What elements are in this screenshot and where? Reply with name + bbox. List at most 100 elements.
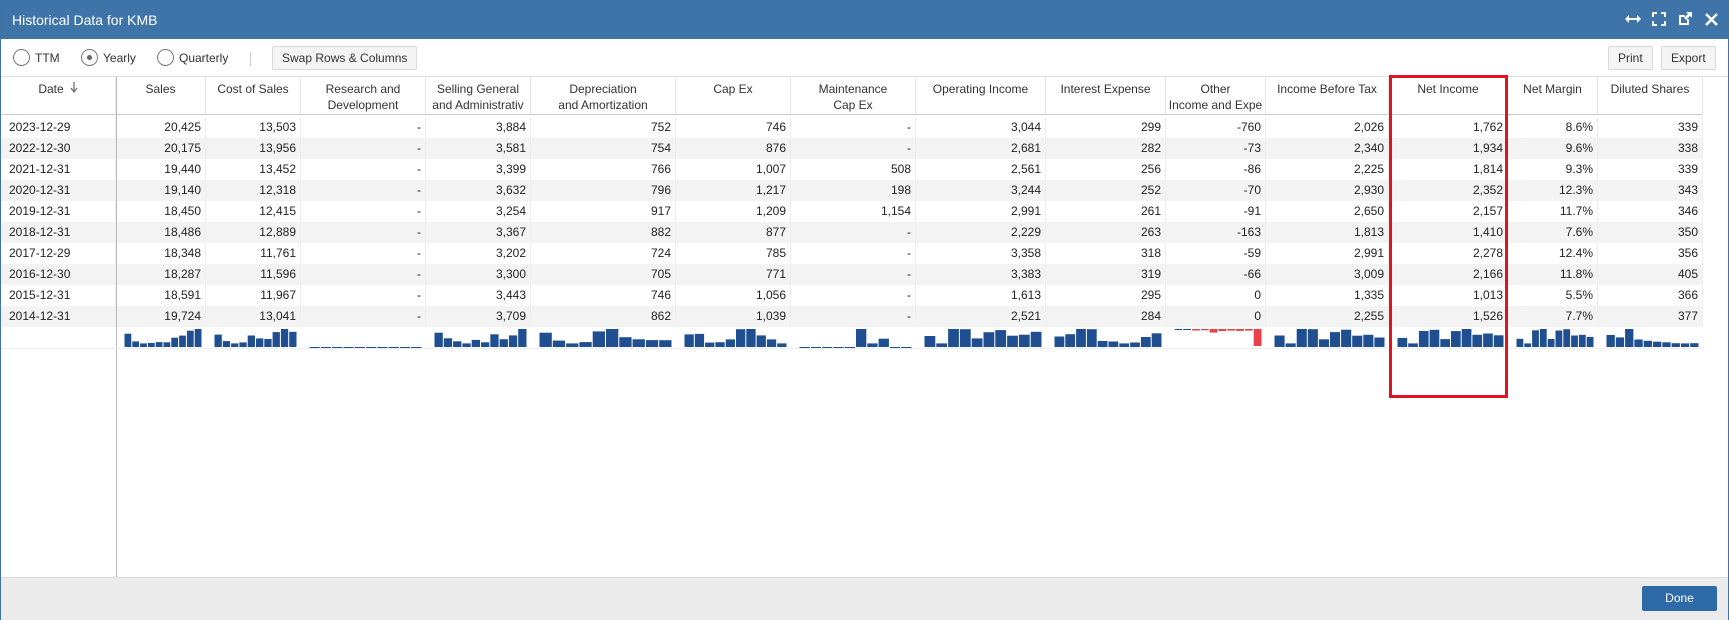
value-cell: 1,814	[1389, 159, 1508, 180]
table-row[interactable]: 2015-12-31 18,591 11,967-3,443 746 1,056-1,6…	[1, 285, 1703, 306]
table-row[interactable]: 2022-12-30 20,175 13,956-3,581 754 876-2,681…	[1, 138, 1703, 159]
quarterly-radio[interactable]: Quarterly	[157, 49, 228, 66]
value-cell: 2,930	[1266, 180, 1389, 201]
sparkline-bar	[901, 347, 912, 348]
sparkline-bar	[256, 338, 264, 347]
value-cell: 2,278	[1389, 243, 1508, 264]
value-cell: 9.6%	[1508, 138, 1598, 159]
fullscreen-icon[interactable]	[1650, 10, 1668, 28]
value-cell: -	[301, 285, 426, 306]
sparkline-bar	[1130, 342, 1140, 347]
header-date[interactable]: Date	[1, 77, 116, 115]
header-sales[interactable]: Sales	[116, 77, 206, 115]
sparkline-bar	[766, 339, 777, 347]
header-cost-of-sales[interactable]: Cost of Sales	[206, 77, 301, 115]
value-cell: 1,526	[1389, 306, 1508, 327]
close-icon[interactable]	[1702, 10, 1720, 28]
date-cell: 2023-12-29	[1, 117, 116, 138]
header-net-margin[interactable]: Net Margin	[1508, 77, 1598, 115]
sparkline-bar	[1274, 335, 1285, 347]
popout-icon[interactable]	[1676, 10, 1694, 28]
sparkline-bar	[186, 330, 194, 347]
value-cell: 3,202	[426, 243, 531, 264]
header-depreciation-and-amortization[interactable]: Depreciation and Amortization	[531, 77, 676, 115]
sparkline-bar	[481, 342, 490, 347]
table-row[interactable]: 2023-12-29 20,425 13,503-3,884 752 746-3,044…	[1, 117, 1703, 138]
yearly-label: Yearly	[103, 50, 136, 65]
header-line1: Research and	[325, 82, 401, 96]
date-cell: 2018-12-31	[1, 222, 116, 243]
header-other-income-and-expe[interactable]: Other Income and Expe	[1166, 77, 1266, 115]
sparkline-bar	[552, 340, 566, 347]
sort-down-icon[interactable]	[70, 81, 78, 97]
value-cell: 18,348	[116, 243, 206, 264]
export-button[interactable]: Export	[1661, 46, 1716, 70]
resize-horizontal-icon[interactable]	[1624, 10, 1642, 28]
print-button[interactable]: Print	[1608, 46, 1653, 70]
header-line1: Operating Income	[932, 82, 1029, 96]
header-research-and-development[interactable]: Research and Development	[301, 77, 426, 115]
header-interest-expense[interactable]: Interest Expense	[1046, 77, 1166, 115]
table-row[interactable]: 2017-12-29 18,348 11,761-3,202 724 785-3,358…	[1, 243, 1703, 264]
yearly-radio-circle[interactable]	[81, 49, 98, 66]
value-cell: -	[791, 243, 916, 264]
table-row[interactable]: 2016-12-30 18,287 11,596-3,300 705 771-3,383…	[1, 264, 1703, 285]
header-operating-income[interactable]: Operating Income	[916, 77, 1046, 115]
sparkline-bar	[471, 339, 480, 347]
ttm-radio[interactable]: TTM	[13, 49, 60, 66]
table-row[interactable]: 2018-12-31 18,486 12,889-3,367 882 877-2,229…	[1, 222, 1703, 243]
yearly-radio[interactable]: Yearly	[81, 49, 136, 66]
value-cell: 18,591	[116, 285, 206, 306]
value-cell: 876	[676, 138, 791, 159]
sparkline-net-income	[1397, 329, 1504, 347]
swap-rows-columns-button[interactable]: Swap Rows & Columns	[272, 46, 418, 70]
header-selling-general-and-administrativ[interactable]: Selling General and Administrativ	[426, 77, 531, 115]
sparkline-bar	[343, 347, 354, 348]
sparkline-bar	[948, 329, 959, 347]
sparkline-bar	[1680, 343, 1690, 347]
header-line1: Depreciation	[569, 82, 637, 96]
header-maintenance-cap-ex[interactable]: Maintenance Cap Ex	[791, 77, 916, 115]
done-button[interactable]: Done	[1642, 586, 1717, 611]
header-line1: Cost of Sales	[217, 82, 289, 96]
value-cell: 3,254	[426, 201, 531, 222]
sparkline-bar	[1018, 334, 1030, 347]
sparkline-bar	[222, 341, 231, 347]
sparkline-bar	[399, 347, 411, 348]
header-line2: Cap Ex	[833, 98, 873, 112]
quarterly-radio-circle[interactable]	[157, 49, 174, 66]
value-cell: 20,425	[116, 117, 206, 138]
value-cell: 2,991	[1266, 243, 1389, 264]
table-row[interactable]: 2020-12-31 19,140 12,318-3,632 796 1,217 198 3…	[1, 180, 1703, 201]
value-cell: 3,443	[426, 285, 531, 306]
sparkline-bar	[1440, 339, 1450, 347]
table-row[interactable]: 2021-12-31 19,440 13,452-3,399 766 1,007 508 2…	[1, 159, 1703, 180]
value-cell: 1,217	[676, 180, 791, 201]
date-column-divider	[116, 77, 117, 577]
sparkline-bar	[354, 347, 365, 348]
header-cap-ex[interactable]: Cap Ex	[676, 77, 791, 115]
sparkline-sales	[124, 329, 202, 347]
header-diluted-shares[interactable]: Diluted Shares	[1598, 77, 1703, 115]
value-cell: -70	[1166, 180, 1266, 201]
header-net-income[interactable]: Net Income	[1389, 77, 1508, 115]
quarterly-label: Quarterly	[179, 50, 229, 65]
table-row[interactable]: 2019-12-31 18,450 12,415-3,254 917 1,209 1,15…	[1, 201, 1703, 222]
ttm-radio-circle[interactable]	[13, 49, 30, 66]
value-cell: -	[301, 243, 426, 264]
sparkline-bar	[1643, 340, 1652, 347]
value-cell: -73	[1166, 138, 1266, 159]
value-cell: 1,813	[1266, 222, 1389, 243]
sparkline-bar	[1151, 333, 1162, 347]
sparkline-bar	[684, 334, 694, 347]
date-cell: 2020-12-31	[1, 180, 116, 201]
data-grid: Date Sales Cost of Sales Research and Develo…	[1, 77, 1728, 577]
sparkline-bar	[1571, 335, 1578, 347]
table-row[interactable]: 2014-12-31 19,724 13,041-3,709 862 1,039-2,5…	[1, 306, 1703, 327]
date-cell: 2019-12-31	[1, 201, 116, 222]
sparkline-bar	[725, 339, 735, 347]
footer: Done	[1, 577, 1728, 620]
header-income-before-tax[interactable]: Income Before Tax	[1266, 77, 1389, 115]
value-cell: -	[791, 285, 916, 306]
value-cell: 12.3%	[1508, 180, 1598, 201]
